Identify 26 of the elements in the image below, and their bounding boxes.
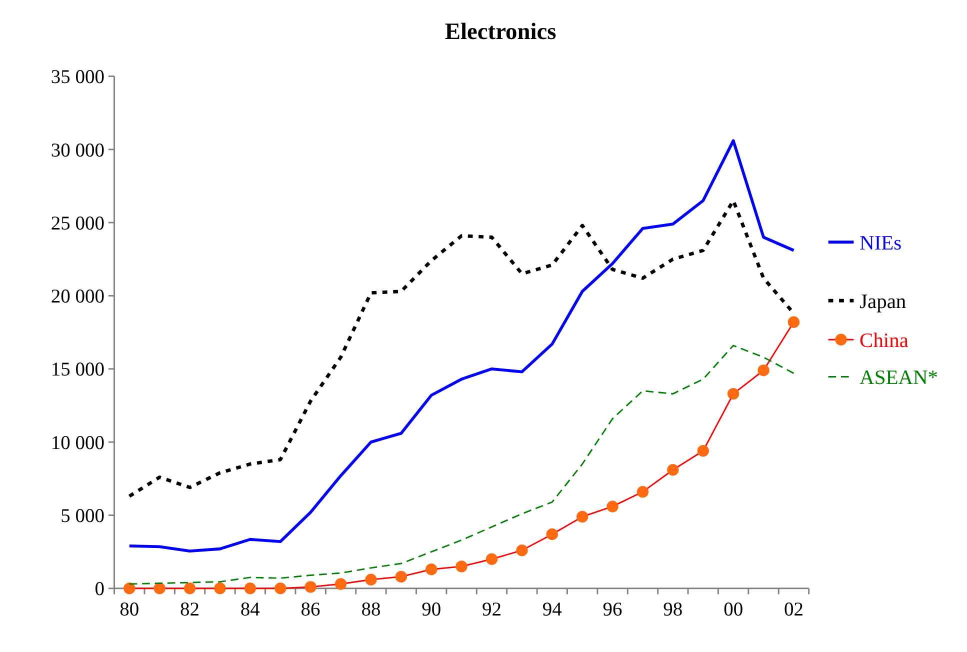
y-tick-label: 35 000	[50, 67, 105, 88]
y-tick-label: 25 000	[50, 213, 105, 234]
x-tick-label: 92	[482, 600, 502, 621]
x-tick-label: 94	[542, 600, 562, 621]
legend-label: China	[860, 330, 908, 352]
x-tick-label: 80	[120, 600, 140, 621]
legend-label: ASEAN*	[860, 366, 938, 389]
x-tick-label: 98	[663, 600, 683, 621]
x-tick-label: 82	[180, 600, 200, 621]
x-tick-label: 96	[602, 600, 623, 621]
x-tick-label: 90	[422, 600, 442, 621]
y-tick-label: 20 000	[50, 286, 105, 308]
y-tick-label: 15 000	[50, 360, 105, 381]
x-tick-label: 00	[724, 600, 744, 621]
y-tick-label: 0	[94, 579, 105, 600]
line-series	[128, 139, 796, 553]
x-tick-label: 88	[361, 600, 381, 621]
x-tick-label: 02	[784, 600, 804, 621]
y-tick-label: 10 000	[50, 432, 105, 454]
x-tick-label: 84	[240, 600, 260, 621]
chart-title: Electronics	[444, 19, 556, 46]
y-tick-label: 5 000	[60, 506, 105, 528]
y-tick-label: 30 000	[50, 140, 105, 162]
legend-label: Japan	[860, 290, 906, 313]
x-tick-label: 86	[300, 600, 321, 621]
legend-label: NIEs	[860, 232, 902, 254]
